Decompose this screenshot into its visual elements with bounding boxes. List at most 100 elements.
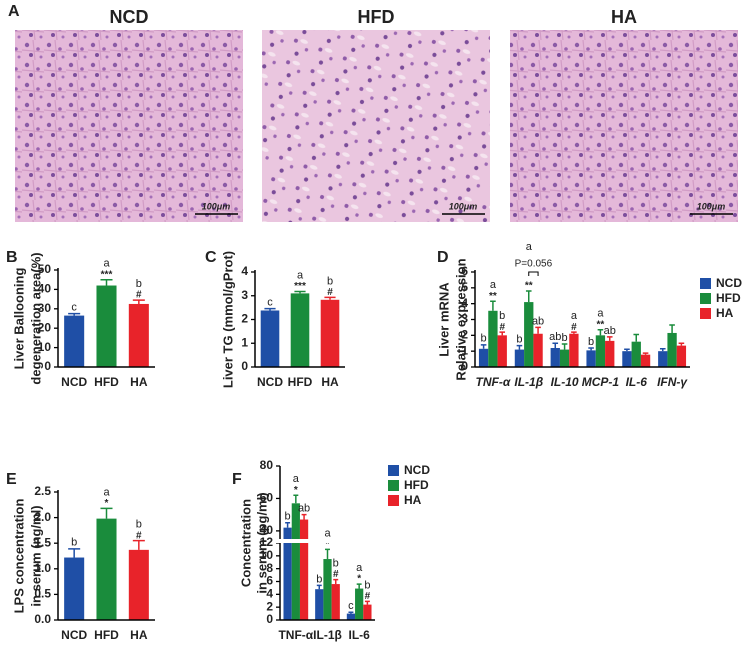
bar xyxy=(559,349,570,367)
error-bar xyxy=(571,331,577,334)
error-bar xyxy=(301,513,307,520)
x-tick-label: IL-6 xyxy=(348,628,370,642)
error-bar xyxy=(480,344,487,349)
error-bar xyxy=(552,342,559,348)
y-axis-label: in serum (pg/ml) xyxy=(254,492,269,593)
y-tick-label: 40 xyxy=(260,523,274,537)
error-bar xyxy=(68,548,81,558)
bar xyxy=(569,333,579,367)
x-tick-label: NCD xyxy=(257,375,283,389)
y-tick-label: 3 xyxy=(461,312,468,326)
y-tick-label: 1 xyxy=(461,343,468,357)
legend-swatch xyxy=(700,293,711,304)
error-bar xyxy=(597,329,604,336)
legend-label: HA xyxy=(404,493,422,507)
error-bar xyxy=(669,324,675,333)
bar xyxy=(586,350,596,367)
y-tick-label: 5 xyxy=(461,280,468,294)
bar xyxy=(260,310,280,367)
x-tick-label: IL-1β xyxy=(514,375,543,389)
group-letter: a xyxy=(297,269,304,281)
y-tick-label: 0.5 xyxy=(34,587,51,601)
error-bar xyxy=(132,539,145,550)
error-bar xyxy=(348,611,354,614)
group-letter: ab xyxy=(549,331,561,343)
bar xyxy=(631,341,641,367)
y-axis-label: LPS concentration xyxy=(11,499,26,614)
error-bar xyxy=(324,296,336,300)
significance-mark: ** xyxy=(525,281,533,292)
error-bar xyxy=(642,352,649,355)
error-bar xyxy=(659,348,666,352)
y-tick-label: 6 xyxy=(266,574,273,588)
significance-mark: ** xyxy=(489,291,497,302)
error-bar xyxy=(264,307,276,311)
panel-label: C xyxy=(205,249,217,266)
error-bar xyxy=(333,578,339,585)
bar xyxy=(667,332,677,367)
y-tick-label: 1.5 xyxy=(34,535,51,549)
error-bar xyxy=(356,583,362,589)
bar xyxy=(96,285,117,367)
panel-label: A xyxy=(8,3,20,20)
axis-break xyxy=(275,539,375,543)
bar xyxy=(488,310,498,367)
bar xyxy=(478,348,489,367)
y-tick-label: 4 xyxy=(461,296,468,310)
scale-label: 100μm xyxy=(449,201,477,211)
y-tick-label: 2 xyxy=(266,599,273,613)
bar xyxy=(331,584,340,620)
bar xyxy=(676,345,687,367)
y-tick-label: 10 xyxy=(38,340,52,354)
group-letter: b xyxy=(364,579,370,591)
bar xyxy=(283,527,292,620)
x-tick-label: IFN-γ xyxy=(657,375,688,389)
significance-mark: # xyxy=(136,530,142,541)
annotation: P=0.056 xyxy=(515,259,553,270)
x-tick-label: NCD xyxy=(61,628,87,642)
y-tick-label: 50 xyxy=(38,262,52,276)
histology-image xyxy=(510,30,738,222)
y-tick-label: 60 xyxy=(260,491,274,505)
group-letter: b xyxy=(499,310,505,322)
x-tick-label: HFD xyxy=(94,375,119,389)
legend-swatch xyxy=(700,278,711,289)
significance-mark: # xyxy=(327,287,333,298)
group-letter: a xyxy=(356,562,363,574)
group-letter: a xyxy=(490,279,497,291)
y-tick-label: 0 xyxy=(241,359,248,373)
error-bar xyxy=(294,290,306,294)
y-tick-label: 2.5 xyxy=(34,484,51,498)
y-axis-label: Liver Ballooning xyxy=(11,268,26,370)
panel-label: E xyxy=(6,471,17,488)
error-bar xyxy=(132,299,145,304)
bar xyxy=(355,588,364,620)
y-tick-label: 1 xyxy=(241,335,248,349)
x-tick-label: MCP-1 xyxy=(582,375,620,389)
bar xyxy=(291,503,300,620)
y-tick-label: 2.0 xyxy=(34,510,51,524)
group-letter: ab xyxy=(532,315,544,327)
significance-mark: *** xyxy=(294,281,306,292)
error-bar xyxy=(525,290,532,303)
y-axis-label: Liver mRNA xyxy=(436,282,451,357)
legend-label: NCD xyxy=(404,463,430,477)
bar xyxy=(533,333,543,367)
bar xyxy=(605,340,615,367)
bar xyxy=(497,335,507,367)
group-letter: c xyxy=(348,600,354,612)
bar xyxy=(658,351,668,367)
x-tick-label: IL-10 xyxy=(551,375,579,389)
group-letter: ab xyxy=(604,325,616,337)
error-bar xyxy=(606,336,613,341)
group-letter: a xyxy=(526,241,533,253)
significance-mark: # xyxy=(499,322,505,333)
bar xyxy=(622,351,632,367)
image-title: HFD xyxy=(358,7,395,27)
y-tick-label: 6 xyxy=(461,264,468,278)
x-tick-label: IL-6 xyxy=(626,375,648,389)
bar xyxy=(514,349,525,367)
y-tick-label: 4 xyxy=(266,587,273,601)
y-tick-label: 2 xyxy=(241,312,248,326)
error-bar xyxy=(68,312,81,316)
